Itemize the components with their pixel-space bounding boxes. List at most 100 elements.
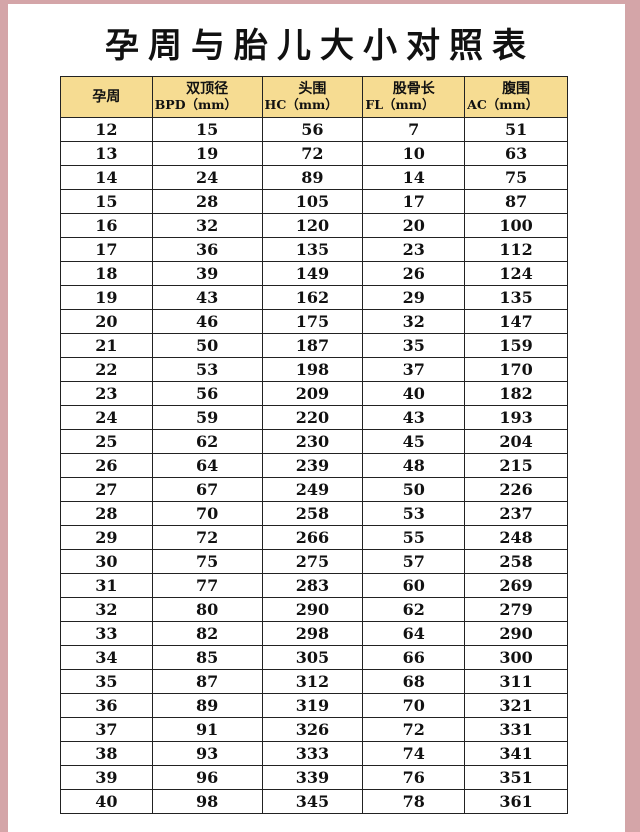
table-row: 22 53 198 37 170: [60, 357, 568, 382]
table-row: 30 75 275 57 258: [60, 549, 568, 574]
cell-fl: 17: [362, 189, 466, 214]
cell-ac: 147: [464, 309, 568, 334]
cell-bpd: 24: [151, 165, 263, 190]
cell-week: 19: [60, 285, 153, 310]
cell-fl: 76: [362, 765, 466, 790]
cell-hc: 258: [261, 501, 364, 526]
table-row: 33 82 298 64 290: [60, 621, 568, 646]
cell-bpd: 36: [151, 237, 263, 262]
table-row: 12 15 56 7 51: [60, 117, 568, 142]
cell-fl: 72: [362, 717, 466, 742]
header-unit: HC（mm）: [264, 97, 338, 112]
cell-ac: 204: [464, 429, 568, 454]
cell-hc: 283: [261, 573, 364, 598]
cell-week: 13: [60, 141, 153, 166]
cell-week: 33: [60, 621, 153, 646]
table-row: 13 19 72 10 63: [60, 141, 568, 166]
cell-week: 36: [60, 693, 153, 718]
cell-ac: 311: [464, 669, 568, 694]
cell-week: 29: [60, 525, 153, 550]
fetal-size-table: 孕周 双顶径 BPD（mm） 头围 HC（mm） 股骨长 FL（mm） 腹围 AC（mm…: [60, 76, 568, 814]
cell-ac: 237: [464, 501, 568, 526]
cell-hc: 175: [261, 309, 364, 334]
cell-bpd: 85: [151, 645, 263, 670]
cell-fl: 26: [362, 261, 466, 286]
cell-ac: 269: [464, 573, 568, 598]
cell-ac: 248: [464, 525, 568, 550]
cell-hc: 275: [261, 549, 364, 574]
cell-bpd: 75: [151, 549, 263, 574]
cell-ac: 87: [464, 189, 568, 214]
cell-ac: 341: [464, 741, 568, 766]
cell-bpd: 80: [151, 597, 263, 622]
cell-ac: 258: [464, 549, 568, 574]
cell-fl: 10: [362, 141, 466, 166]
cell-week: 30: [60, 549, 153, 574]
cell-ac: 135: [464, 285, 568, 310]
cell-week: 18: [60, 261, 153, 286]
cell-fl: 48: [362, 453, 466, 478]
cell-ac: 361: [464, 789, 568, 814]
cell-ac: 215: [464, 453, 568, 478]
cell-hc: 72: [261, 141, 364, 166]
cell-week: 26: [60, 453, 153, 478]
cell-fl: 70: [362, 693, 466, 718]
cell-bpd: 19: [151, 141, 263, 166]
table-row: 28 70 258 53 237: [60, 501, 568, 526]
cell-ac: 193: [464, 405, 568, 430]
cell-ac: 321: [464, 693, 568, 718]
cell-fl: 23: [362, 237, 466, 262]
table-row: 29 72 266 55 248: [60, 525, 568, 550]
cell-bpd: 64: [151, 453, 263, 478]
cell-week: 15: [60, 189, 153, 214]
cell-ac: 290: [464, 621, 568, 646]
cell-week: 32: [60, 597, 153, 622]
cell-week: 17: [60, 237, 153, 262]
cell-bpd: 46: [151, 309, 263, 334]
cell-hc: 290: [261, 597, 364, 622]
cell-hc: 239: [261, 453, 364, 478]
cell-bpd: 89: [151, 693, 263, 718]
cell-hc: 220: [261, 405, 364, 430]
header-ac: 腹围 AC（mm）: [464, 76, 568, 118]
cell-fl: 53: [362, 501, 466, 526]
cell-bpd: 70: [151, 501, 263, 526]
header-hc: 头围 HC（mm）: [261, 76, 364, 118]
table-row: 25 62 230 45 204: [60, 429, 568, 454]
cell-ac: 159: [464, 333, 568, 358]
header-unit: FL（mm）: [365, 97, 435, 112]
cell-bpd: 62: [151, 429, 263, 454]
cell-fl: 68: [362, 669, 466, 694]
cell-bpd: 67: [151, 477, 263, 502]
header-label: 头围: [298, 81, 327, 97]
cell-hc: 230: [261, 429, 364, 454]
cell-fl: 55: [362, 525, 466, 550]
cell-fl: 7: [362, 117, 466, 142]
cell-ac: 112: [464, 237, 568, 262]
cell-bpd: 50: [151, 333, 263, 358]
cell-fl: 29: [362, 285, 466, 310]
cell-week: 21: [60, 333, 153, 358]
cell-hc: 120: [261, 213, 364, 238]
cell-week: 27: [60, 477, 153, 502]
cell-week: 34: [60, 645, 153, 670]
cell-bpd: 72: [151, 525, 263, 550]
table-row: 21 50 187 35 159: [60, 333, 568, 358]
cell-bpd: 87: [151, 669, 263, 694]
cell-bpd: 59: [151, 405, 263, 430]
header-label: 股骨长: [392, 81, 435, 97]
cell-hc: 187: [261, 333, 364, 358]
cell-week: 31: [60, 573, 153, 598]
cell-ac: 182: [464, 381, 568, 406]
cell-fl: 40: [362, 381, 466, 406]
cell-bpd: 82: [151, 621, 263, 646]
cell-hc: 105: [261, 189, 364, 214]
header-row: 孕周 双顶径 BPD（mm） 头围 HC（mm） 股骨长 FL（mm） 腹围 AC（mm…: [60, 76, 568, 118]
cell-week: 38: [60, 741, 153, 766]
table-body: 12 15 56 7 51 13 19 72 10 63 14 24 89 14 75 15 28 105 17 87…: [60, 117, 568, 814]
cell-week: 16: [60, 213, 153, 238]
cell-week: 12: [60, 117, 153, 142]
cell-hc: 305: [261, 645, 364, 670]
cell-bpd: 39: [151, 261, 263, 286]
cell-hc: 312: [261, 669, 364, 694]
